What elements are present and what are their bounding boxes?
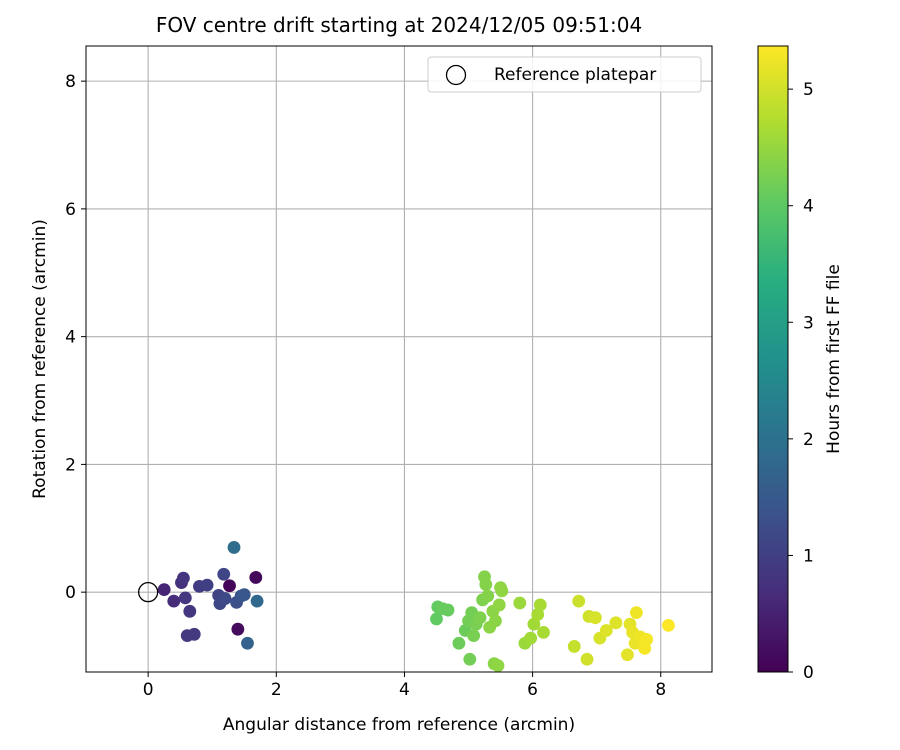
colorbar-tick-label: 2 [803, 430, 814, 450]
scatter-point [524, 631, 538, 645]
scatter-point [572, 594, 586, 608]
scatter-point [513, 596, 527, 610]
scatter-point [492, 598, 506, 612]
scatter-point [588, 611, 602, 625]
scatter-point [494, 581, 507, 595]
scatter-point [227, 541, 241, 554]
scatter-point [463, 652, 477, 666]
legend-reference-marker [445, 64, 467, 86]
scatter-point [249, 571, 263, 584]
scatter-point [223, 579, 236, 593]
scatter-point [441, 603, 455, 617]
scatter-point [629, 606, 643, 619]
y-tick-label: 4 [65, 328, 76, 348]
y-tick-label: 2 [65, 455, 76, 475]
scatter-point [452, 636, 466, 650]
y-axis-ticks: 0 2 4 6 8 [65, 72, 86, 603]
scatter-point [640, 633, 654, 646]
colorbar-gradient [757, 45, 789, 673]
scatter-point [621, 648, 634, 662]
scatter-point [533, 598, 547, 612]
y-tick-label: 0 [65, 583, 76, 603]
legend: Reference platepar [427, 56, 702, 93]
x-axis-ticks: 0 2 4 6 8 [143, 672, 666, 700]
scatter-point [599, 624, 613, 637]
colorbar-label: Hours from first FF file [824, 264, 844, 454]
x-axis-label: Angular distance from reference (arcmin) [223, 715, 575, 735]
scatter-point [662, 618, 675, 632]
scatter-point [527, 617, 541, 631]
colorbar-tick-label: 3 [803, 313, 814, 333]
scatter-point [467, 629, 481, 642]
scatter-point [157, 583, 171, 596]
colorbar: 0 1 2 3 4 5 Hours from first FF file [757, 45, 844, 683]
x-tick-label: 2 [271, 680, 282, 700]
chart-title: FOV centre drift starting at 2024/12/05 … [156, 13, 642, 37]
scatter-point [473, 611, 487, 625]
scatter-point [481, 589, 495, 603]
legend-entry-reference: Reference platepar [494, 65, 656, 85]
x-tick-label: 6 [527, 680, 538, 700]
x-tick-label: 8 [655, 680, 666, 700]
colorbar-tick-label: 4 [803, 197, 814, 217]
x-tick-label: 4 [399, 680, 410, 700]
scatter-point [231, 622, 245, 636]
colorbar-tick-label: 5 [803, 80, 814, 100]
reference-platepar-marker [138, 582, 159, 603]
scatter-point [200, 578, 214, 592]
colorbar-ticks: 0 1 2 3 4 5 [788, 80, 814, 683]
y-tick-label: 8 [65, 72, 76, 92]
scatter-point [491, 659, 505, 672]
scatter-point [531, 608, 545, 621]
scatter-point [489, 614, 502, 628]
scatter-point [218, 592, 232, 605]
scatter-point [430, 612, 443, 626]
scatter-point [167, 594, 181, 608]
scatter-point [178, 591, 192, 605]
plot-frame [85, 45, 713, 673]
scatter-point [567, 640, 581, 653]
scatter-point [537, 625, 550, 639]
scatter-point [217, 567, 231, 581]
scatter-point [183, 604, 197, 618]
scatter-point [237, 588, 251, 602]
legend-box [427, 56, 702, 93]
scatter-point [241, 636, 254, 650]
scatter-point [187, 627, 201, 641]
colorbar-tick-label: 0 [803, 663, 814, 683]
scatter-point [609, 616, 623, 630]
scatter-point [479, 578, 493, 591]
y-tick-label: 6 [65, 200, 76, 220]
scatter-point [176, 571, 190, 585]
y-axis-label: Rotation from reference (arcmin) [30, 219, 50, 499]
scatter-point [580, 652, 594, 666]
scatter-points [157, 541, 675, 672]
scatter-point [250, 594, 264, 608]
x-tick-label: 0 [143, 680, 154, 700]
colorbar-tick-label: 1 [803, 546, 814, 566]
